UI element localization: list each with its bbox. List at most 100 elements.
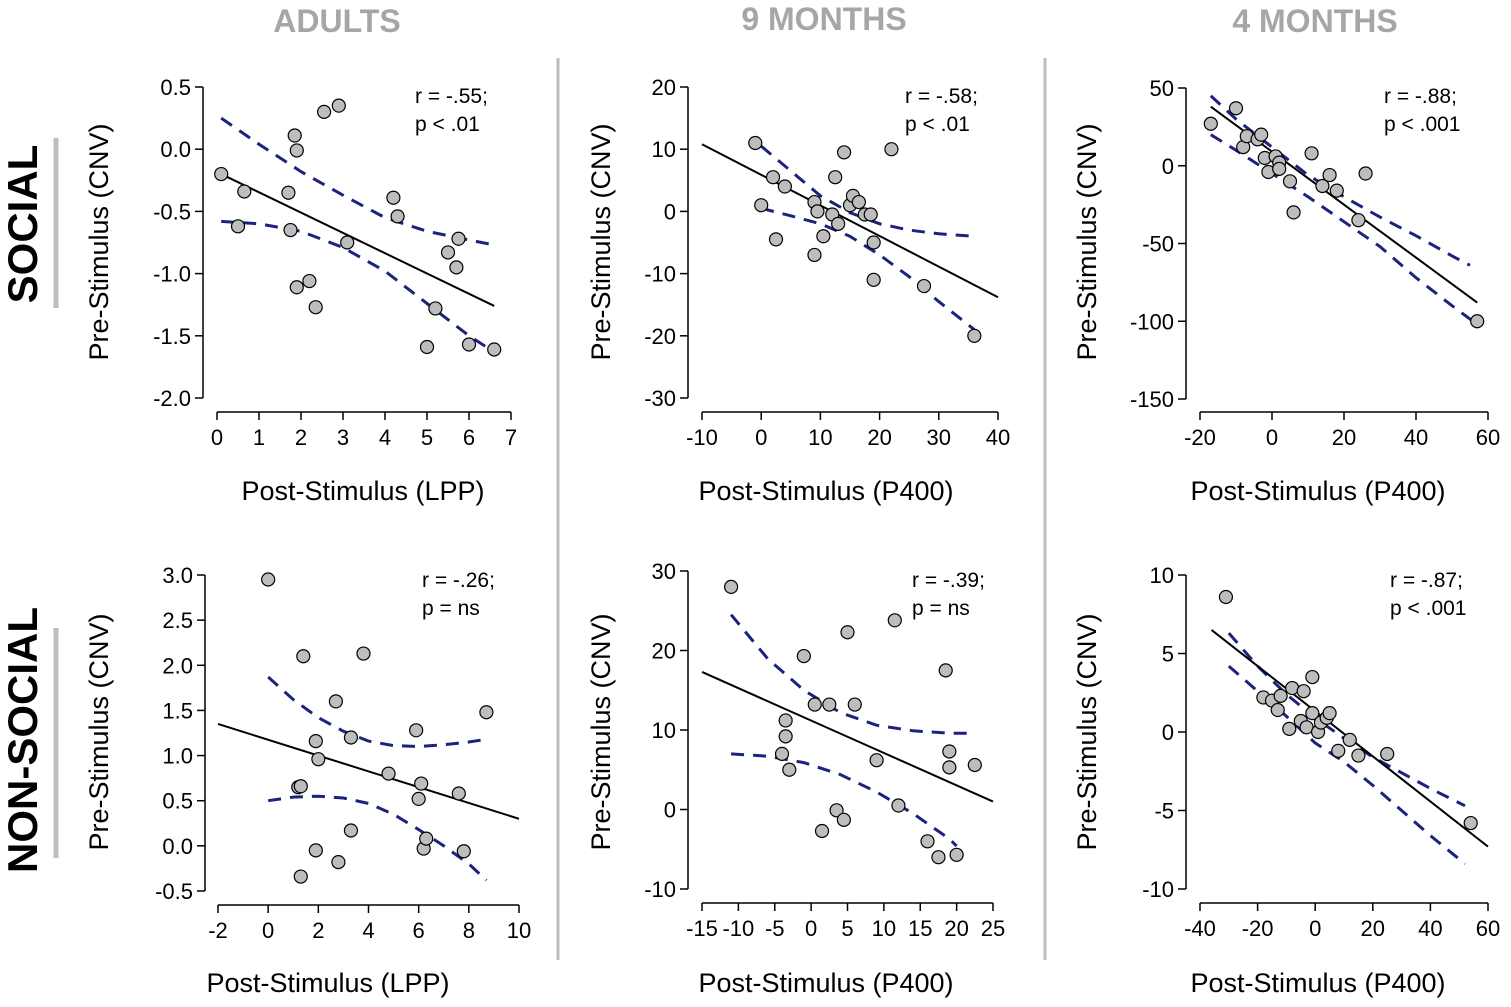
panel-non-social-9-months: -15 -10 -5 0 5 10 15 20 25-100102030Post-Stimulu… <box>586 559 1005 998</box>
data-point <box>428 301 443 316</box>
x-tick-label: 0 <box>805 916 817 941</box>
y-tick-label: 0 <box>1162 720 1174 745</box>
data-point <box>822 697 837 712</box>
ci-upper-line <box>1209 94 1471 267</box>
x-tick-label: 10 <box>872 916 896 941</box>
y-tick-label: 0.0 <box>160 137 191 162</box>
data-point <box>869 753 884 768</box>
data-point <box>440 245 456 260</box>
data-point <box>343 730 359 745</box>
data-point <box>1282 721 1297 736</box>
data-point <box>887 613 902 628</box>
y-tick-label: -50 <box>1142 232 1174 257</box>
data-point <box>949 847 964 862</box>
y-tick-label: -1.5 <box>153 324 191 349</box>
data-point <box>340 235 355 250</box>
y-tick-label: 0 <box>664 199 676 224</box>
x-axis-title: Post-Stimulus (LPP) <box>206 968 449 998</box>
data-point <box>451 786 466 801</box>
data-point <box>1285 680 1300 696</box>
x-tick-label: 0 <box>262 918 274 943</box>
data-point <box>1305 669 1320 685</box>
data-point <box>723 579 739 595</box>
data-point <box>214 166 229 182</box>
panel-social-9-months: -10 0 10 20 30 40 -30 -20 -10 0 10 20 Post-Stimulus … <box>586 75 1010 506</box>
y-tick-label: -10 <box>644 877 676 902</box>
data-point <box>293 779 308 794</box>
correlation-r-label: r = -.26; <box>422 569 495 592</box>
x-tick-label: 6 <box>413 918 425 943</box>
correlation-r-label: r = -.55; <box>415 85 488 108</box>
p-value-label: p = ns <box>422 597 480 620</box>
panel-social-4-months: -20 0 20 40 60 -150 -100 -50 0 50 Post-Stimulus (P… <box>1072 76 1500 506</box>
y-tick-label: 0 <box>1162 154 1174 179</box>
data-point <box>419 339 435 355</box>
data-point <box>317 104 332 119</box>
data-point <box>1296 684 1311 699</box>
y-axis-title: Pre-Stimulus (CNV) <box>84 123 114 360</box>
ci-lower-line <box>1210 133 1479 326</box>
x-tick-label: 30 <box>927 425 951 450</box>
data-point <box>778 713 793 728</box>
y-tick-label: 0 <box>664 798 676 823</box>
data-point <box>754 198 769 213</box>
x-tick-label: 40 <box>1404 425 1428 450</box>
data-point <box>967 328 982 343</box>
p-value-label: p = ns <box>912 597 970 620</box>
data-point <box>487 342 502 357</box>
data-point <box>289 280 304 295</box>
data-point <box>331 98 346 113</box>
y-tick-label: -5 <box>1154 799 1174 824</box>
x-tick-label: -10 <box>686 425 718 450</box>
y-tick-label: 10 <box>652 718 676 743</box>
ci-upper-line <box>760 144 975 238</box>
data-point <box>479 705 494 720</box>
data-point <box>449 260 464 275</box>
x-tick-label: 60 <box>1476 425 1500 450</box>
x-tick-label: 40 <box>986 425 1010 450</box>
x-tick-label: 6 <box>463 425 475 450</box>
x-tick-label: 0 <box>755 425 767 450</box>
regression-line <box>701 671 994 803</box>
data-point <box>847 697 862 712</box>
y-tick-label: 10 <box>1150 563 1174 588</box>
data-point <box>386 190 401 205</box>
data-point <box>414 776 429 791</box>
x-tick-label: -2 <box>208 918 228 943</box>
data-point <box>1315 178 1330 194</box>
data-point <box>768 232 784 247</box>
x-axis-title: Post-Stimulus (P400) <box>1190 968 1445 998</box>
data-point <box>777 179 792 194</box>
data-point <box>891 798 906 813</box>
data-point <box>920 834 935 849</box>
data-point <box>1272 161 1287 176</box>
y-tick-label: -30 <box>644 386 676 411</box>
data-point <box>331 855 346 870</box>
data-point <box>938 663 953 678</box>
ci-lower-line <box>731 752 958 848</box>
y-tick-label: -150 <box>1130 387 1174 412</box>
data-point <box>1304 146 1319 161</box>
data-point <box>293 869 308 884</box>
data-point <box>302 273 317 289</box>
y-tick-label: 10 <box>652 137 676 162</box>
data-point <box>356 646 371 661</box>
column-title-4-months: 4 MONTHS <box>1232 3 1397 39</box>
x-tick-label: 1 <box>253 425 265 450</box>
x-tick-label: 0 <box>211 425 223 450</box>
y-axis-title: Pre-Stimulus (CNV) <box>1072 123 1102 360</box>
data-point <box>807 697 822 712</box>
data-point <box>765 170 781 185</box>
x-tick-label: 0 <box>1266 425 1278 450</box>
x-tick-label: 15 <box>908 916 932 941</box>
y-axis-title: Pre-Stimulus (CNV) <box>1072 613 1102 850</box>
data-point <box>451 231 466 246</box>
correlation-r-label: r = -.88; <box>1384 85 1457 108</box>
y-axis-title: Pre-Stimulus (CNV) <box>586 123 616 360</box>
data-point <box>1351 213 1366 228</box>
x-tick-label: -5 <box>765 916 785 941</box>
data-point <box>840 625 855 640</box>
data-point <box>866 235 881 250</box>
panel-non-social-adults: -2 0 2 4 6 8 10 -0.5 0.0 0.5 1.0 1.5 2.0 2.5 3.0 Post-S… <box>84 563 531 998</box>
data-point <box>778 729 793 744</box>
